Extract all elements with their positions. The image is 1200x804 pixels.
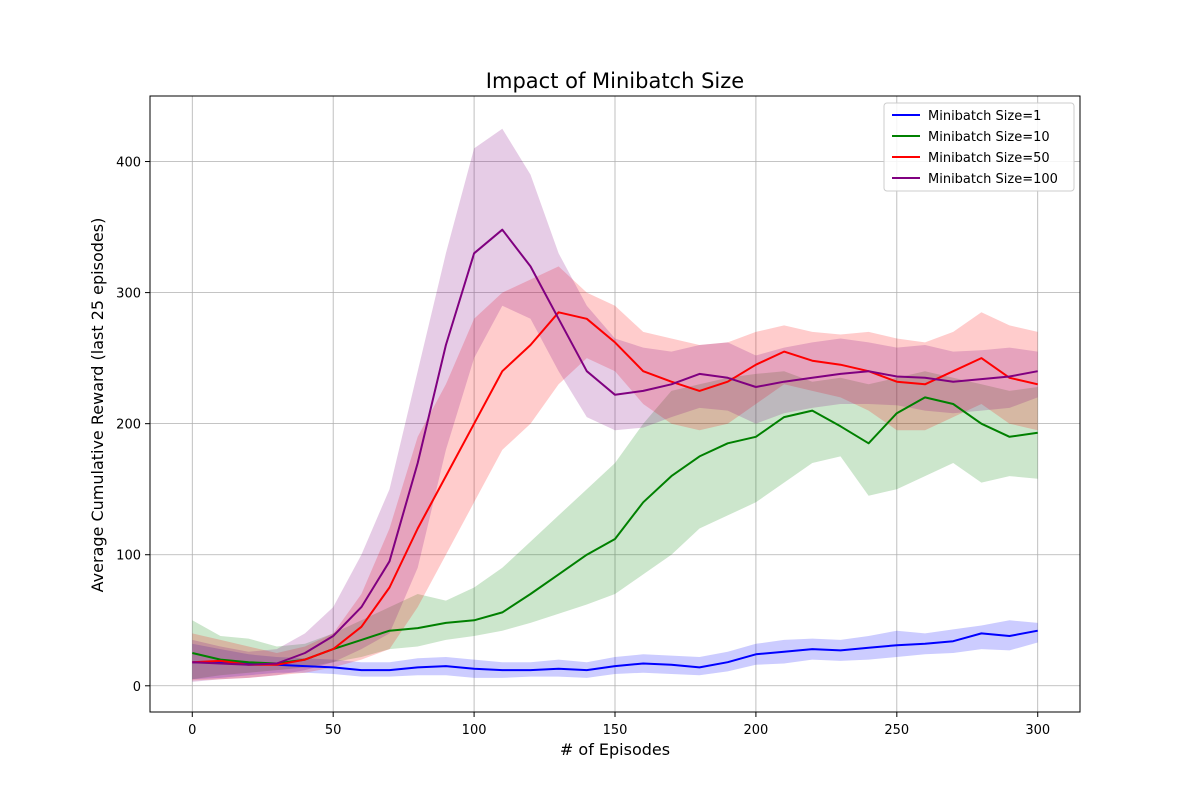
x-axis-ticks: 0 50 100 150 200 250 300	[188, 712, 1050, 738]
legend-box	[883, 102, 1075, 192]
x-axis-label: # of Episodes	[560, 740, 670, 759]
y-tick-label: 100	[116, 549, 141, 564]
x-tick-label: 200	[743, 723, 768, 738]
y-tick-label: 300	[116, 287, 141, 302]
x-tick-label: 150	[603, 723, 628, 738]
band-series-1	[192, 371, 1038, 680]
legend-label-1: Minibatch Size=10	[928, 130, 1050, 145]
y-tick-label: 0	[133, 680, 141, 695]
legend-label-0: Minibatch Size=1	[928, 109, 1041, 124]
grid-lines	[150, 96, 1080, 712]
y-tick-label: 200	[116, 418, 141, 433]
y-axis-label: Average Cumulative Reward (last 25 episo…	[88, 218, 107, 593]
x-tick-label: 0	[188, 723, 196, 738]
y-tick-label: 400	[116, 156, 141, 171]
confidence-bands	[192, 128, 1038, 682]
band-series-0	[192, 620, 1038, 680]
line-series-3	[192, 228, 1038, 666]
x-tick-label: 300	[1025, 723, 1050, 738]
chart-title: Impact of Minibatch Size	[486, 69, 744, 93]
line-series-2	[192, 311, 1038, 666]
x-tick-label: 50	[325, 723, 342, 738]
legend: Minibatch Size=1 Minibatch Size=10 Minibat…	[883, 102, 1075, 192]
band-series-2	[192, 266, 1038, 681]
x-tick-label: 100	[462, 723, 487, 738]
band-series-3	[192, 128, 1038, 682]
legend-label-3: Minibatch Size=100	[928, 172, 1058, 187]
series-lines	[192, 228, 1038, 672]
y-axis-ticks: 0 100 200 300 400	[116, 156, 150, 695]
line-series-0	[192, 629, 1038, 672]
x-tick-label: 250	[884, 723, 909, 738]
legend-label-2: Minibatch Size=50	[928, 151, 1050, 166]
